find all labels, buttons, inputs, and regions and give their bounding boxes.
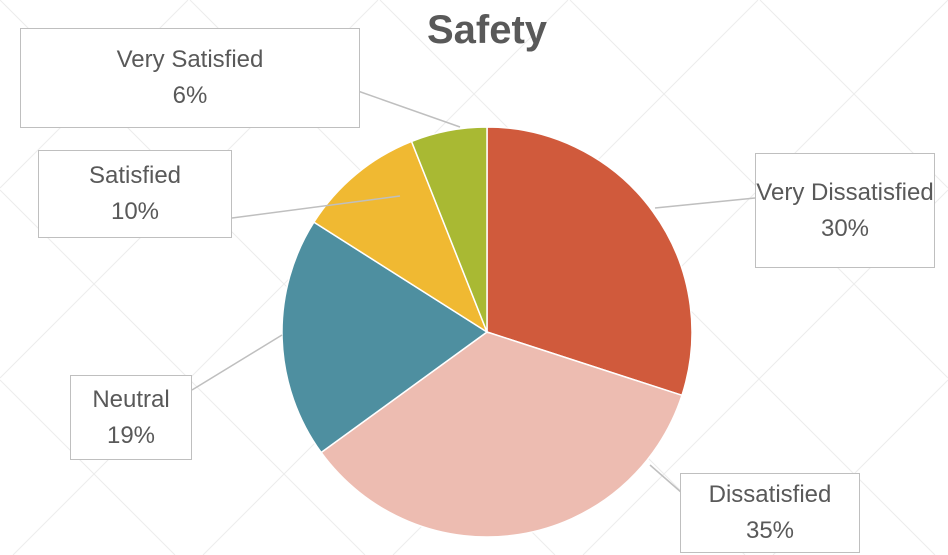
pie-slice [281, 221, 489, 454]
category-label: Very Dissatisfied [756, 178, 934, 206]
chart-title: Safety [426, 8, 548, 52]
pie-slice [486, 126, 693, 397]
data-label-box: Neutral 19% [70, 375, 192, 460]
category-label: Satisfied [88, 162, 182, 189]
data-label-box: Very Dissatisfied 30% [755, 153, 935, 268]
value-label: 10% [110, 198, 160, 225]
category-label: Dissatisfied [708, 481, 832, 508]
value-label: 6% [172, 82, 208, 109]
pie-slice [320, 331, 683, 538]
leader-lines [191, 89, 801, 501]
pie-slice [312, 140, 489, 334]
category-label: Very Satisfied [116, 46, 264, 73]
data-label-box: Very Satisfied 6% [20, 28, 360, 128]
category-label: Neutral [92, 385, 170, 413]
pie-slice [410, 126, 488, 333]
value-label: 30% [820, 214, 870, 242]
value-label: 19% [106, 421, 156, 449]
data-label-box: Dissatisfied 35% [680, 473, 860, 553]
value-label: 35% [745, 517, 795, 544]
data-label-box: Satisfied 10% [38, 150, 232, 238]
